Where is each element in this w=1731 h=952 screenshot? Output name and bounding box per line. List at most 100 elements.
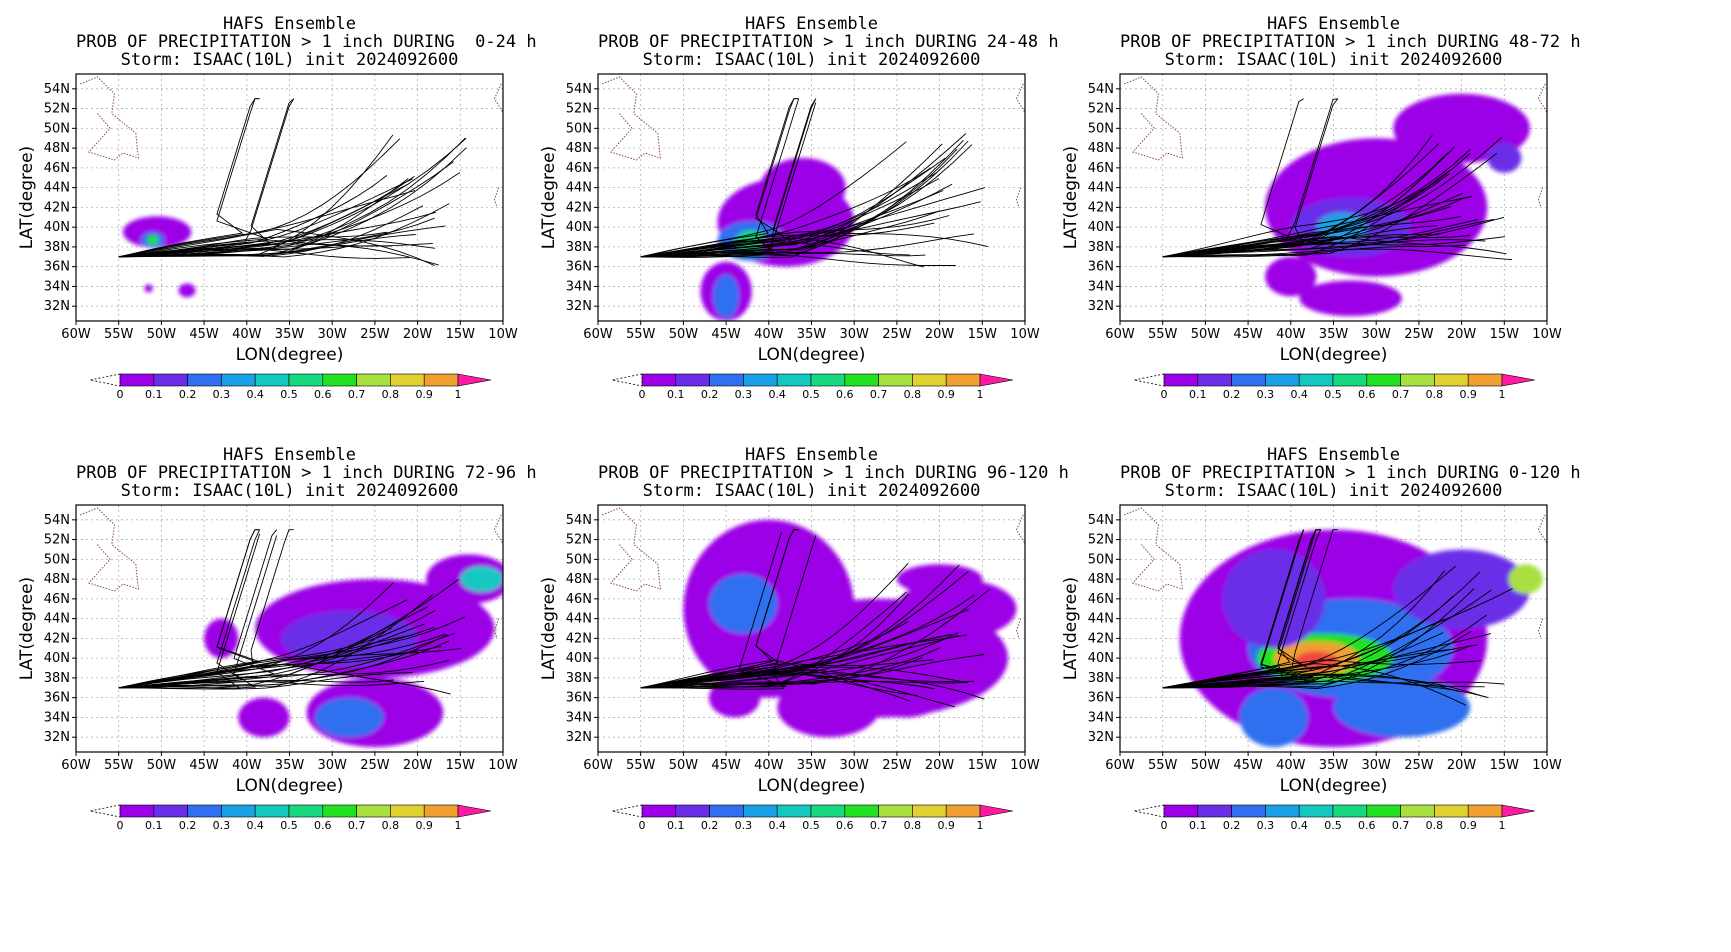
y-tick-label: 50N bbox=[44, 121, 70, 136]
colorbar-over-arrow bbox=[979, 804, 1014, 818]
track-line bbox=[118, 633, 446, 689]
x-axis-label: LON(degree) bbox=[758, 776, 866, 796]
colorbar-segment bbox=[945, 804, 981, 818]
colorbar-segment bbox=[709, 373, 744, 387]
x-tick-label: 25W bbox=[882, 758, 912, 773]
y-tick-label: 46N bbox=[566, 592, 592, 607]
x-tick-label: 10W bbox=[1010, 327, 1040, 342]
y-tick-label: 54N bbox=[1088, 82, 1114, 97]
y-tick-label: 32N bbox=[566, 299, 592, 314]
colorbar-label: 1 bbox=[455, 388, 462, 401]
precip-area bbox=[178, 283, 196, 298]
x-tick-label: 40W bbox=[754, 327, 784, 342]
colorbar-over-arrow bbox=[1501, 804, 1536, 818]
colorbar-over-arrow bbox=[1501, 373, 1536, 387]
precip-area bbox=[713, 274, 739, 319]
track-line bbox=[640, 144, 973, 258]
x-tick-label: 50W bbox=[1191, 758, 1221, 773]
colorbar-segment bbox=[1298, 804, 1334, 818]
colorbar-label: 0.9 bbox=[937, 819, 955, 832]
y-tick-label: 42N bbox=[566, 200, 592, 215]
colorbar-label: 0.3 bbox=[735, 388, 753, 401]
colorbar-segment bbox=[776, 804, 812, 818]
x-tick-label: 35W bbox=[1319, 758, 1349, 773]
panel-title-line: HAFS Ensemble bbox=[744, 445, 879, 465]
x-tick-label: 45W bbox=[189, 327, 219, 342]
panel-title-line: HAFS Ensemble bbox=[744, 14, 879, 34]
y-tick-label: 42N bbox=[566, 631, 592, 646]
track-line bbox=[1162, 618, 1446, 689]
x-tick-label: 35W bbox=[797, 758, 827, 773]
x-tick-label: 15W bbox=[446, 758, 476, 773]
colorbar: 0 0.1 0.2 0.3 0.4 0.5 0.6 0.7 0.8 0.9 1 bbox=[89, 804, 492, 832]
coastline bbox=[1124, 76, 1547, 208]
track-line bbox=[118, 648, 419, 689]
colorbar-segment bbox=[776, 373, 812, 387]
x-tick-label: 35W bbox=[275, 758, 305, 773]
colorbar-label: 0.3 bbox=[213, 388, 231, 401]
colorbar-label: 1 bbox=[1499, 388, 1506, 401]
colorbar-label: 0.3 bbox=[213, 819, 231, 832]
y-tick-label: 46N bbox=[44, 592, 70, 607]
y-tick-label: 48N bbox=[566, 141, 592, 156]
track-line bbox=[640, 588, 990, 689]
x-tick-label: 20W bbox=[925, 758, 955, 773]
y-tick-label: 48N bbox=[566, 572, 592, 587]
x-tick-label: 15W bbox=[1490, 327, 1520, 342]
colorbar-under-arrow bbox=[611, 804, 643, 818]
track-line bbox=[118, 98, 295, 258]
colorbar-segment bbox=[423, 804, 459, 818]
x-tick-label: 60W bbox=[61, 758, 91, 773]
y-tick-label: 50N bbox=[1088, 552, 1114, 567]
panel-title-line: Storm: ISAAC(10L) init 2024092600 bbox=[120, 481, 459, 501]
colorbar-label: 0.3 bbox=[1257, 388, 1275, 401]
y-tick-label: 52N bbox=[566, 102, 592, 117]
colorbar-segment bbox=[254, 804, 290, 818]
y-tick-label: 52N bbox=[44, 102, 70, 117]
y-tick-label: 32N bbox=[566, 730, 592, 745]
track-line bbox=[1162, 595, 1454, 689]
colorbar-segment bbox=[743, 373, 778, 387]
x-tick-label: 10W bbox=[488, 758, 518, 773]
y-tick-label: 34N bbox=[566, 279, 592, 294]
colorbar-label: 0.5 bbox=[1324, 388, 1342, 401]
x-tick-label: 50W bbox=[147, 758, 177, 773]
colorbar-label: 0.7 bbox=[1392, 388, 1410, 401]
track-line bbox=[640, 171, 938, 258]
precip-area bbox=[280, 610, 418, 667]
x-tick-label: 25W bbox=[1404, 758, 1434, 773]
colorbar-segment bbox=[254, 373, 290, 387]
y-axis-label: LAT(degree) bbox=[17, 146, 37, 249]
track-line bbox=[640, 237, 924, 268]
track-line bbox=[1162, 197, 1465, 258]
track-line bbox=[1162, 248, 1513, 261]
y-axis-label: LAT(degree) bbox=[1061, 146, 1081, 249]
x-tick-label: 55W bbox=[1148, 758, 1178, 773]
colorbar-label: 0.9 bbox=[415, 388, 433, 401]
map-plot: 60W 55W 50W 45W 40W 35W 30W 25W 20W 15W 10W 32N 34N 3… bbox=[539, 73, 1040, 401]
track-line bbox=[640, 252, 926, 258]
colorbar-under-arrow bbox=[89, 804, 121, 818]
colorbar-label: 0.5 bbox=[280, 388, 298, 401]
colorbar-label: 0.6 bbox=[836, 819, 854, 832]
precipitation-field bbox=[683, 519, 1017, 738]
y-tick-label: 54N bbox=[566, 513, 592, 528]
colorbar-label: 0.1 bbox=[667, 819, 685, 832]
colorbar-segment bbox=[1467, 373, 1503, 387]
y-tick-label: 36N bbox=[1088, 691, 1114, 706]
track-line bbox=[118, 579, 459, 689]
x-tick-label: 45W bbox=[189, 758, 219, 773]
x-tick-label: 35W bbox=[275, 327, 305, 342]
colorbar-segment bbox=[709, 804, 744, 818]
y-tick-label: 40N bbox=[566, 651, 592, 666]
colorbar-label: 0.9 bbox=[1459, 388, 1477, 401]
precip-area bbox=[854, 638, 957, 718]
y-tick-label: 38N bbox=[1088, 240, 1114, 255]
y-axis-label: LAT(degree) bbox=[1061, 577, 1081, 680]
y-tick-label: 44N bbox=[44, 181, 70, 196]
y-tick-label: 50N bbox=[566, 552, 592, 567]
precip-area bbox=[122, 216, 192, 248]
track-line bbox=[118, 599, 408, 689]
y-tick-label: 38N bbox=[1088, 671, 1114, 686]
track-line bbox=[1162, 234, 1439, 258]
